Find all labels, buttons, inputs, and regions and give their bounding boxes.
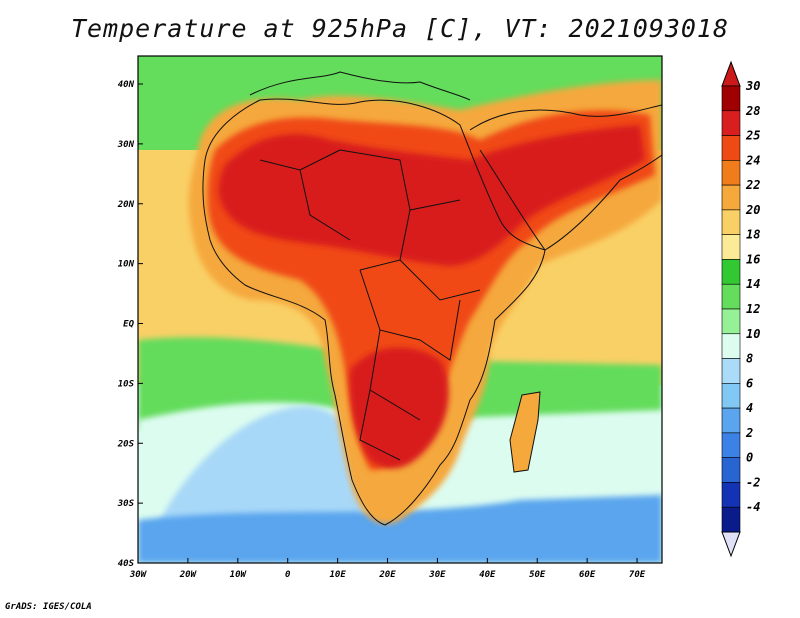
africa-coastline [202, 98, 546, 526]
legend-label-2: 25 [745, 129, 760, 143]
map-title: Temperature at 925hPa [C], VT: 202109301… [70, 14, 730, 43]
lat-label-0: 40N [118, 80, 135, 90]
legend-bottom-arrow [721, 531, 741, 558]
legend-label-9: 12 [746, 302, 760, 316]
legend-swatch-0 [721, 85, 741, 112]
legend-swatch-5 [721, 209, 741, 235]
legend-label-16: -2 [746, 475, 760, 489]
legend-swatch-16 [721, 482, 741, 508]
lon-label-6: 30E [428, 570, 446, 580]
legend-label-17: -4 [746, 500, 760, 514]
legend-swatch-4 [721, 184, 741, 211]
legend-label-8: 14 [746, 277, 760, 291]
lon-label-9: 60E [579, 570, 596, 580]
country-borders [259, 149, 481, 461]
boundaries [202, 71, 662, 526]
southern-cold-ocean [138, 495, 662, 563]
lon-label-7: 40E [479, 570, 496, 580]
legend-label-14: 2 [745, 426, 753, 440]
lat-label-7: 30S [117, 499, 135, 509]
arabia-coastline [469, 104, 662, 251]
legend-swatch-2 [721, 135, 741, 161]
lat-label-2: 20N [117, 200, 135, 210]
lat-label-8: 40S [118, 559, 135, 569]
lat-label-4: EQ [123, 320, 134, 330]
legend-label-1: 28 [745, 104, 760, 118]
legend-swatch-1 [721, 110, 741, 136]
lon-label-10: 70E [629, 570, 646, 580]
temperature-field [138, 56, 662, 563]
axis-ticks [137, 83, 638, 564]
lon-label-2: 10W [230, 570, 248, 580]
legend-label-12: 6 [746, 376, 753, 390]
grads-credit: GrADS: IGES/COLA [5, 602, 92, 612]
legend-swatch-6 [721, 234, 741, 260]
legend-label-7: 16 [746, 252, 760, 266]
legend-swatch-11 [721, 358, 741, 384]
lon-label-4: 10E [329, 570, 346, 580]
map-frame [137, 55, 663, 564]
legend-label-0: 30 [745, 79, 760, 93]
legend-swatch-8 [721, 283, 741, 310]
legend-swatch-3 [721, 160, 741, 186]
legend-label-3: 24 [745, 153, 760, 167]
latitude-labels: 40N 30N 20N 10N EQ 10S 20S 30S 40S [117, 80, 135, 569]
madagascar-outline [509, 391, 541, 473]
lon-label-1: 20W [179, 570, 198, 580]
lat-label-6: 20S [117, 439, 135, 449]
lon-label-3: 0 [285, 570, 291, 580]
lon-label-5: 20E [378, 570, 396, 580]
lat-label-1: 30N [117, 140, 135, 150]
legend-swatch-17 [721, 506, 741, 533]
legend-swatch-10 [721, 333, 741, 359]
lon-label-8: 50E [529, 570, 546, 580]
legend-label-15: 0 [746, 451, 753, 465]
legend-label-13: 4 [746, 401, 753, 415]
legend-label-5: 20 [745, 203, 760, 217]
sahara-hottest-core [218, 125, 645, 266]
legend-swatch-9 [721, 308, 741, 335]
legend-swatch-7 [721, 259, 741, 285]
mediterranean-coast [249, 71, 471, 101]
longitude-labels: 30W 20W 10W 0 10E 20E 30E 40E 50E 60E 70E [129, 570, 646, 580]
lat-label-3: 10N [118, 260, 135, 270]
legend-swatch-12 [721, 383, 741, 409]
legend-swatch-13 [721, 407, 741, 434]
legend-top-arrow [721, 60, 741, 87]
legend-label-10: 10 [746, 327, 760, 341]
legend-label-6: 18 [746, 228, 760, 242]
legend-label-11: 8 [746, 352, 753, 366]
lon-label-0: 30W [129, 570, 148, 580]
legend-swatch-15 [721, 457, 741, 483]
legend-swatch-14 [721, 432, 741, 458]
legend-label-4: 22 [745, 178, 760, 192]
lat-label-5: 10S [118, 379, 135, 389]
